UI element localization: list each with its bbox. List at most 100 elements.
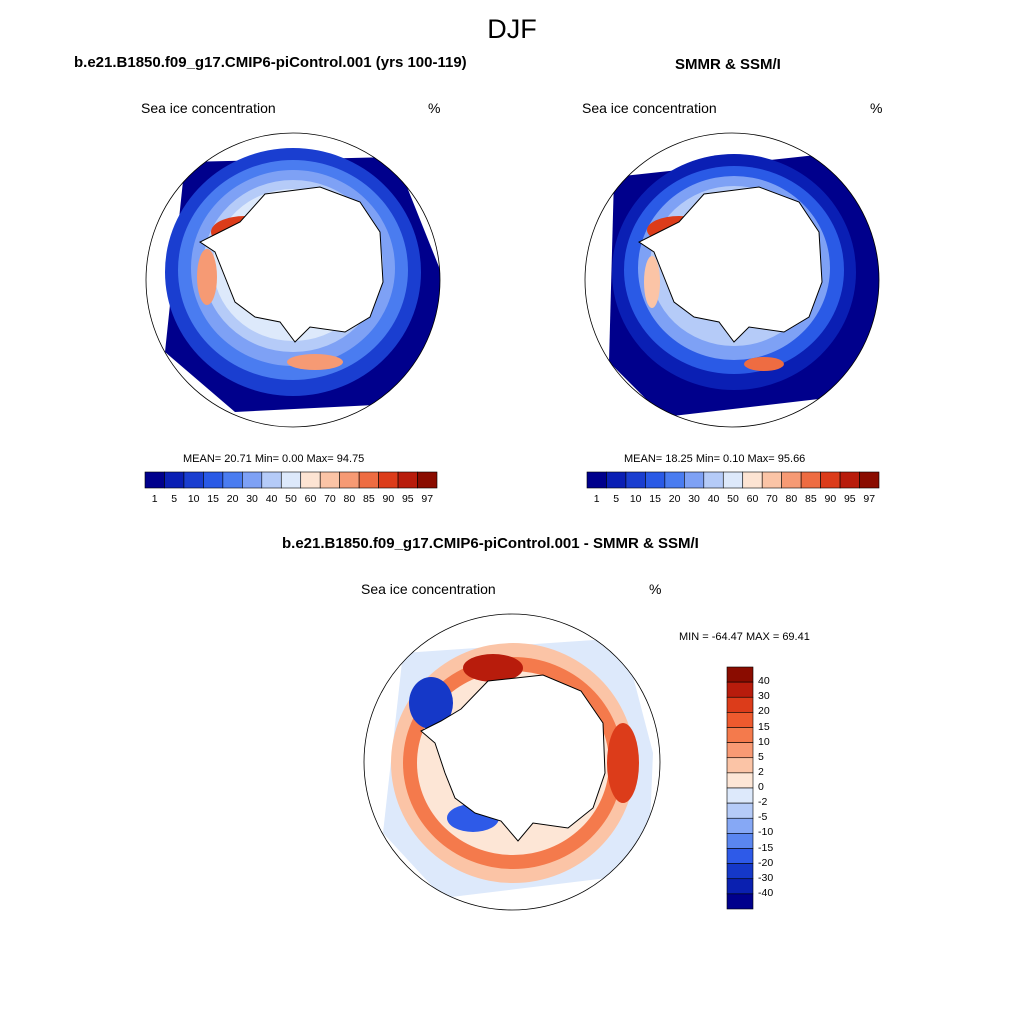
colorbar-tick-label: 97 — [421, 493, 434, 505]
colorbar-swatch — [726, 772, 754, 789]
panel-2-colorbar — [586, 471, 880, 489]
panel-2-title: SMMR & SSM/I — [675, 56, 781, 73]
panel-1-polar-map — [145, 132, 441, 428]
colorbar-swatch — [726, 787, 754, 804]
colorbar-swatch — [203, 471, 224, 489]
colorbar-tick-label: 95 — [843, 493, 856, 505]
antarctica-land — [638, 186, 823, 343]
colorbar-swatch — [726, 757, 754, 774]
colorbar-tick-label: 85 — [363, 493, 375, 505]
colorbar-swatch — [358, 471, 379, 489]
colorbar-swatch — [261, 471, 282, 489]
colorbar-swatch — [606, 471, 627, 489]
colorbar-tick-label: 85 — [805, 493, 817, 505]
colorbar-swatch — [726, 681, 754, 698]
ross-high-ice — [287, 354, 343, 370]
panel-3-title: b.e21.B1850.f09_g17.CMIP6-piControl.001 … — [282, 535, 699, 552]
colorbar-tick-label: -15 — [758, 841, 774, 854]
colorbar-tick-label: -10 — [758, 826, 774, 839]
colorbar-swatch — [781, 471, 802, 489]
colorbar-tick-label: 90 — [824, 493, 837, 505]
colorbar-tick-label: -2 — [758, 796, 768, 809]
weddell-positive — [463, 654, 523, 682]
colorbar-tick-label: 60 — [746, 493, 759, 505]
colorbar-tick-label: 10 — [629, 493, 642, 505]
colorbar-tick-label: 1 — [151, 493, 158, 505]
colorbar-swatch — [726, 802, 754, 819]
colorbar-tick-label: 30 — [246, 493, 258, 505]
panel-3-polar-map — [363, 613, 661, 911]
colorbar-tick-label: 0 — [758, 781, 764, 793]
colorbar-swatch — [164, 471, 185, 489]
weddell-negative — [409, 677, 453, 729]
colorbar-tick-label: 15 — [649, 493, 661, 505]
colorbar-tick-label: 50 — [285, 493, 297, 505]
colorbar-tick-label: 40 — [707, 493, 720, 505]
colorbar-swatch — [726, 893, 754, 910]
colorbar-tick-label: 30 — [688, 493, 700, 505]
colorbar-swatch — [625, 471, 646, 489]
colorbar-swatch — [664, 471, 685, 489]
colorbar-tick-label: 15 — [207, 493, 219, 505]
colorbar-swatch — [242, 471, 263, 489]
colorbar-tick-label: 30 — [758, 690, 770, 703]
antarctica-land — [420, 674, 606, 842]
panel-3-stats: MIN = -64.47 MAX = 69.41 — [679, 631, 810, 643]
colorbar-swatch — [378, 471, 399, 489]
colorbar-swatch — [280, 471, 302, 489]
colorbar-swatch — [726, 742, 754, 759]
colorbar-tick-label: 90 — [382, 493, 395, 505]
colorbar-tick-label: 5 — [758, 750, 764, 763]
colorbar-tick-label: 60 — [304, 493, 317, 505]
colorbar-swatch — [820, 471, 841, 489]
colorbar-swatch — [319, 471, 340, 489]
colorbar-swatch — [839, 471, 860, 489]
colorbar-swatch — [726, 848, 754, 864]
colorbar-tick-label: 2 — [758, 765, 764, 778]
colorbar-tick-label: 40 — [758, 675, 770, 688]
colorbar-swatch — [339, 471, 360, 489]
colorbar-tick-label: -20 — [758, 856, 774, 869]
panel-2-variable: Sea ice concentration — [582, 100, 717, 116]
panel-3-colorbar — [726, 666, 754, 910]
panel-2-colorbar-labels: 1 5 10 15 20 30 40 50 60 70 80 85 90 95 97 — [587, 493, 879, 507]
colorbar-tick-label: 20 — [758, 705, 770, 718]
colorbar-tick-label: -40 — [758, 886, 774, 899]
figure-title: DJF — [487, 14, 537, 44]
colorbar-tick-label: -5 — [758, 811, 768, 824]
colorbar-swatch — [726, 817, 754, 834]
colorbar-swatch — [800, 471, 821, 489]
peninsula-high-ice — [644, 256, 660, 308]
colorbar-tick-label: 97 — [863, 493, 876, 505]
colorbar-tick-label: 5 — [171, 493, 178, 505]
panel-1-units: % — [428, 100, 441, 116]
panel-3-units: % — [649, 581, 662, 597]
colorbar-swatch — [684, 471, 705, 489]
colorbar-swatch — [859, 471, 880, 489]
colorbar-tick-label: 40 — [265, 493, 278, 505]
colorbar-swatch — [726, 712, 754, 728]
colorbar-tick-label: 10 — [758, 735, 770, 748]
panel-1-colorbar-labels: 1 5 10 15 20 30 40 50 60 70 80 85 90 95 97 — [145, 493, 437, 507]
peninsula-high-ice — [197, 249, 217, 305]
panel-1-title: b.e21.B1850.f09_g17.CMIP6-piControl.001 … — [74, 54, 467, 71]
colorbar-swatch — [761, 471, 782, 489]
colorbar-swatch — [300, 471, 321, 489]
colorbar-swatch — [726, 727, 754, 743]
antarctica-land — [199, 186, 384, 343]
panel-3-variable: Sea ice concentration — [361, 581, 496, 597]
colorbar-swatch — [726, 878, 754, 895]
colorbar-swatch — [144, 471, 165, 489]
colorbar-swatch — [726, 863, 754, 880]
colorbar-tick-label: 10 — [187, 493, 200, 505]
panel-2-units: % — [870, 100, 883, 116]
colorbar-tick-label: 15 — [758, 720, 770, 733]
colorbar-swatch — [726, 833, 754, 849]
colorbar-swatch — [703, 471, 724, 489]
panel-2-polar-map — [584, 132, 880, 428]
colorbar-tick-label: 80 — [785, 493, 798, 505]
colorbar-tick-label: 70 — [766, 493, 778, 505]
east-positive — [607, 723, 639, 803]
colorbar-swatch — [726, 666, 754, 683]
panel-1-stats: MEAN= 20.71 Min= 0.00 Max= 94.75 — [183, 453, 365, 465]
